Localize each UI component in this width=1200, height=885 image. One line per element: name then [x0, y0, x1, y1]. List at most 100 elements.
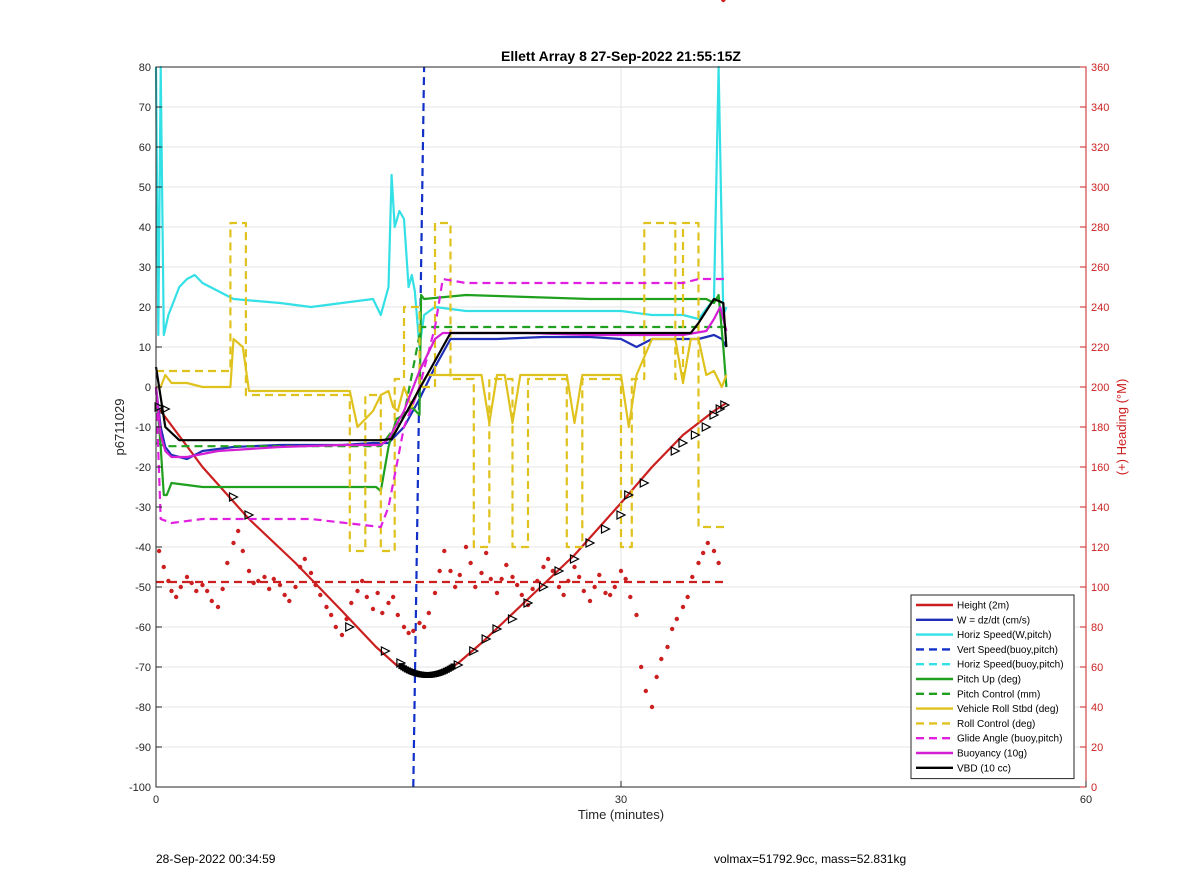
series-line-5: [154, 293, 728, 497]
heading-point: [359, 578, 365, 584]
profile-marker: [523, 598, 534, 608]
heading-point: [256, 578, 261, 584]
heading-point: [426, 610, 431, 616]
profile-marker: [670, 446, 681, 456]
profile-marker: [154, 402, 165, 412]
y-tick-label-right: 80: [1091, 622, 1103, 634]
y-tick-label-left: 0: [145, 382, 151, 394]
y-tick-label-left: 20: [139, 302, 151, 314]
legend: Height (2m) W = dz/dt (cm/s) Horiz Speed(W…: [910, 594, 1075, 780]
heading-point: [437, 568, 442, 574]
y-tick-label-right: 0: [1091, 782, 1097, 794]
heading-point: [669, 626, 675, 632]
y-tick-label-left: -50: [135, 582, 151, 594]
y-axis-label-left: p6711029: [112, 399, 127, 456]
heading-point: [339, 632, 345, 638]
heading-point: [308, 570, 314, 576]
profile-markers: [154, 400, 731, 678]
heading-point: [659, 656, 664, 662]
heading-point: [220, 586, 225, 592]
y-tick-label-right: 340: [1091, 102, 1109, 114]
heading-point: [499, 576, 504, 582]
y-tick-label-left: 80: [139, 62, 151, 74]
heading-point: [225, 560, 230, 566]
heading-point: [262, 574, 267, 580]
heading-point: [665, 644, 670, 650]
heading-point: [333, 624, 338, 630]
y-tick-label-right: 240: [1091, 302, 1109, 314]
heading-point: [711, 548, 717, 554]
heading-point: [200, 582, 205, 588]
axes: 80706050403020100-10-20-30-40-50-60-70-8…: [129, 62, 1109, 806]
y-tick-label-left: 10: [139, 342, 151, 354]
profile-marker-dense: [450, 663, 456, 670]
heading-point: [204, 588, 210, 594]
heading-point: [612, 584, 617, 590]
legend-label: Vehicle Roll Stbd (deg): [957, 704, 1059, 715]
series-line-9: [154, 277, 727, 529]
heading-point: [457, 572, 462, 578]
heading-point: [545, 556, 551, 562]
y-tick-label-right: 120: [1091, 542, 1109, 554]
heading-point: [293, 584, 298, 590]
chart-title: Ellett Array 8 27-Sep-2022 21:55:15Z: [501, 48, 741, 64]
heading-point: [246, 568, 252, 574]
profile-marker: [701, 422, 712, 432]
heading-point: [603, 590, 608, 596]
heading-point: [390, 594, 396, 600]
heading-point: [530, 586, 535, 592]
heading-point: [318, 592, 323, 598]
profile-marker: [639, 478, 650, 488]
profile-marker: [244, 510, 255, 520]
y-tick-label-right: 140: [1091, 502, 1109, 514]
footer-volmax-mass: volmax=51792.9cc, mass=52.831kg: [714, 852, 907, 866]
heading-point: [189, 580, 194, 586]
heading-point: [401, 624, 407, 630]
heading-point: [406, 630, 411, 636]
legend-box: [910, 594, 1075, 780]
x-tick-label: 60: [1080, 794, 1092, 806]
heading-point: [519, 592, 524, 598]
y-tick-label-left: 40: [139, 222, 151, 234]
heading-point: [328, 612, 334, 618]
heading-point: [504, 562, 509, 568]
y-tick-label-left: -10: [135, 422, 151, 434]
heading-point: [581, 588, 586, 594]
profile-marker: [616, 510, 627, 520]
y-tick-label-left: 50: [139, 182, 151, 194]
heading-point: [674, 616, 679, 622]
y-tick-label-right: 260: [1091, 262, 1109, 274]
series-lines: [154, 65, 728, 788]
footer-timestamp: 28-Sep-2022 00:34:59: [156, 852, 276, 866]
y-tick-label-left: -70: [135, 662, 151, 674]
profile-marker: [585, 538, 596, 548]
heading-point: [473, 584, 478, 590]
heading-points: [156, 0, 726, 710]
heading-point: [488, 576, 493, 582]
heading-point: [178, 584, 183, 590]
heading-point: [297, 564, 303, 570]
heading-point: [597, 572, 602, 578]
x-tick-label: 30: [615, 794, 627, 806]
legend-label: Pitch Control (mm): [957, 689, 1040, 700]
profile-marker: [228, 492, 239, 502]
y-tick-label-right: 160: [1091, 462, 1109, 474]
heading-point: [700, 550, 706, 556]
legend-label: Horiz Speed(W,pitch): [957, 630, 1051, 641]
heading-point: [690, 574, 695, 580]
y-tick-label-right: 280: [1091, 222, 1109, 234]
heading-point: [380, 610, 385, 616]
heading-point: [395, 612, 400, 618]
y-tick-label-right: 40: [1091, 702, 1103, 714]
heading-point: [344, 616, 349, 622]
y-tick-label-right: 360: [1091, 62, 1109, 74]
heading-point: [349, 600, 354, 606]
heading-point: [161, 564, 166, 570]
heading-point: [302, 556, 307, 562]
profile-marker: [600, 524, 611, 534]
heading-point: [432, 590, 438, 596]
profile-marker: [481, 634, 492, 644]
y-tick-label-right: 200: [1091, 382, 1109, 394]
heading-point: [370, 606, 376, 612]
profile-marker: [569, 554, 580, 564]
